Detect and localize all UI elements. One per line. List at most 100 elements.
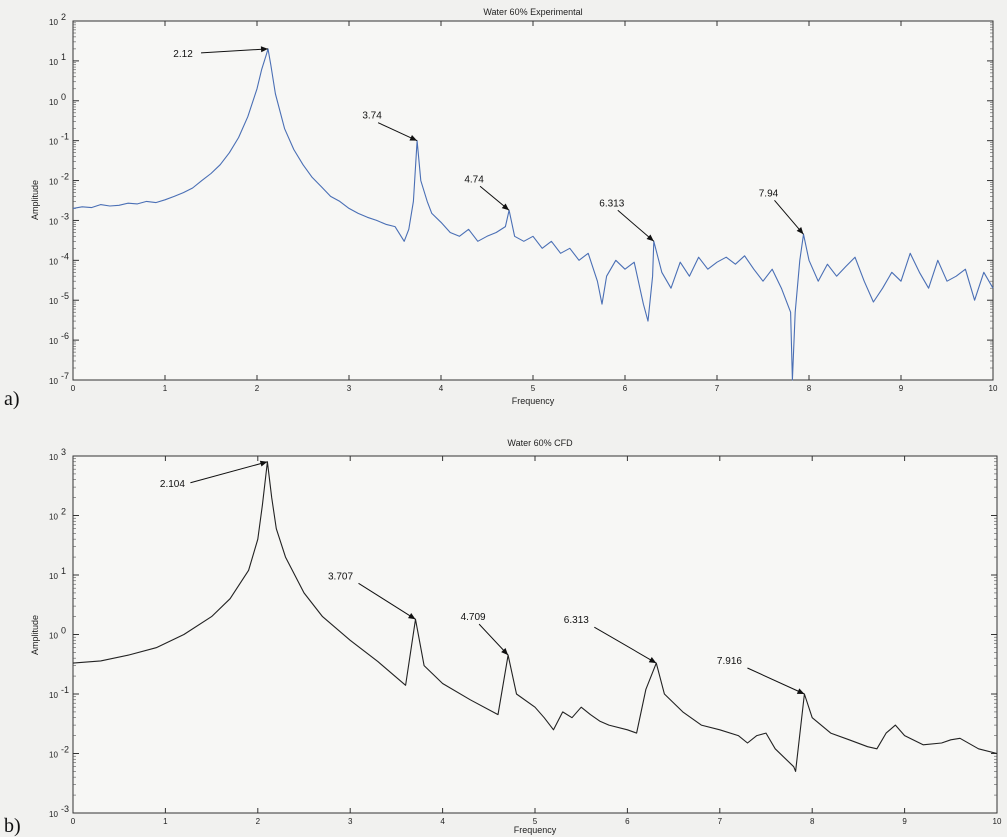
y-tick-label: 10 xyxy=(49,297,58,306)
panel-cfd: Water 60% CFD 0 1 2 3 4 5 6 7 8 9 1010-310-210-110… xyxy=(4,438,1002,837)
peak-annotation-arrowhead xyxy=(409,135,418,141)
x-tick-label: 0 xyxy=(71,384,76,393)
y-tick-exponent: 2 xyxy=(61,507,66,517)
x-tick-label: 1 xyxy=(163,817,168,826)
peak-annotation-arrow xyxy=(617,209,655,242)
y-tick-exponent: -1 xyxy=(61,132,69,142)
y-axis-label: Amplitude xyxy=(30,615,40,655)
y-tick-label: 10 xyxy=(49,58,58,67)
y-tick-label: 10 xyxy=(49,751,58,760)
peak-annotation-arrow xyxy=(201,48,269,54)
peak-annotation-arrowhead xyxy=(648,657,657,664)
series-line xyxy=(72,48,994,381)
peak-annotation-arrowhead xyxy=(501,203,510,211)
peak-annotation-label: 7.916 xyxy=(717,656,742,667)
plot-frame xyxy=(72,20,994,381)
x-tick-label: 7 xyxy=(718,817,723,826)
y-tick-exponent: 2 xyxy=(61,12,66,22)
y-axis-label: Amplitude xyxy=(30,180,40,220)
x-tick-label: 8 xyxy=(810,817,815,826)
peak-annotation-label: 4.74 xyxy=(464,174,484,185)
peak-annotation-label: 6.313 xyxy=(599,198,624,209)
y-tick-label: 10 xyxy=(49,217,58,226)
peak-annotation-arrow xyxy=(190,461,268,484)
y-tick-exponent: -4 xyxy=(61,251,69,261)
y-tick-exponent: -3 xyxy=(61,211,69,221)
panel-label-a: a) xyxy=(4,388,20,410)
peak-annotation-label: 2.12 xyxy=(173,49,193,60)
peak-annotation-arrow xyxy=(594,626,657,664)
x-tick-label: 9 xyxy=(899,384,904,393)
y-tick-exponent: -2 xyxy=(61,745,69,755)
peak-annotation-arrowhead xyxy=(796,227,804,235)
x-tick-label: 10 xyxy=(989,384,998,393)
x-tick-label: 1 xyxy=(163,384,168,393)
peak-annotation-arrowhead xyxy=(646,234,654,242)
y-tick-label: 10 xyxy=(49,138,58,147)
x-tick-label: 6 xyxy=(623,384,628,393)
peak-annotation-arrow xyxy=(774,199,804,235)
panel-label-b: b) xyxy=(4,815,21,837)
y-tick-exponent: -2 xyxy=(61,172,69,182)
y-tick-label: 10 xyxy=(49,572,58,581)
y-tick-exponent: 3 xyxy=(61,447,66,457)
x-tick-label: 8 xyxy=(807,384,812,393)
x-tick-label: 4 xyxy=(440,817,445,826)
y-tick-exponent: -7 xyxy=(61,371,69,381)
peak-annotation-arrow xyxy=(747,667,805,695)
chart-title: Water 60% Experimental xyxy=(483,7,582,17)
x-tick-label: 5 xyxy=(531,384,536,393)
y-tick-exponent: 0 xyxy=(61,626,66,636)
y-tick-label: 10 xyxy=(49,513,58,522)
x-tick-label: 7 xyxy=(715,384,720,393)
peak-annotation-arrow xyxy=(377,122,418,142)
y-tick-exponent: -5 xyxy=(61,291,69,301)
x-tick-label: 4 xyxy=(439,384,444,393)
peak-annotation-label: 3.74 xyxy=(362,111,382,122)
y-tick-exponent: -6 xyxy=(61,331,69,341)
y-tick-label: 10 xyxy=(49,632,58,641)
y-tick-exponent: 1 xyxy=(61,52,66,62)
panel-experimental: Water 60% Experimental 0 1 2 3 4 5 6 7 8 9 1010-71… xyxy=(4,7,998,410)
x-tick-label: 2 xyxy=(255,384,260,393)
peak-annotation-label: 4.709 xyxy=(461,612,486,623)
peak-annotation-label: 6.313 xyxy=(564,615,589,626)
y-tick-label: 10 xyxy=(49,18,58,27)
y-tick-label: 10 xyxy=(49,453,58,462)
peak-annotation-arrowhead xyxy=(796,688,805,694)
peak-annotation-label: 3.707 xyxy=(328,571,353,582)
x-axis-label: Frequency xyxy=(512,396,555,406)
peak-annotation-arrowhead xyxy=(501,647,509,656)
x-tick-label: 6 xyxy=(625,817,630,826)
x-tick-label: 3 xyxy=(348,817,353,826)
y-tick-exponent: 0 xyxy=(61,92,66,102)
x-tick-label: 0 xyxy=(71,817,76,826)
y-tick-exponent: 1 xyxy=(61,566,66,576)
y-tick-exponent: -1 xyxy=(61,685,69,695)
chart-title: Water 60% CFD xyxy=(507,438,573,448)
peak-annotation-arrowhead xyxy=(408,613,416,620)
plot-frame xyxy=(72,455,998,814)
y-tick-label: 10 xyxy=(49,257,58,266)
y-tick-label: 10 xyxy=(49,337,58,346)
peak-annotation-arrow xyxy=(358,582,416,620)
x-tick-label: 3 xyxy=(347,384,352,393)
x-axis-label: Frequency xyxy=(514,825,557,835)
peak-annotation-arrow xyxy=(478,623,509,656)
y-tick-label: 10 xyxy=(49,98,58,107)
x-tick-label: 2 xyxy=(256,817,261,826)
y-tick-label: 10 xyxy=(49,810,58,819)
peak-annotation-label: 2.104 xyxy=(160,479,185,490)
x-tick-label: 9 xyxy=(902,817,907,826)
y-tick-label: 10 xyxy=(49,691,58,700)
peak-annotation-label: 7.94 xyxy=(759,188,779,199)
x-tick-label: 10 xyxy=(993,817,1002,826)
y-tick-label: 10 xyxy=(49,377,58,386)
y-tick-exponent: -3 xyxy=(61,804,69,814)
series-line xyxy=(72,461,998,772)
peak-annotation-arrowhead xyxy=(259,460,268,467)
y-tick-label: 10 xyxy=(49,178,58,187)
x-tick-label: 5 xyxy=(533,817,538,826)
peak-annotation-arrowhead xyxy=(260,46,269,53)
